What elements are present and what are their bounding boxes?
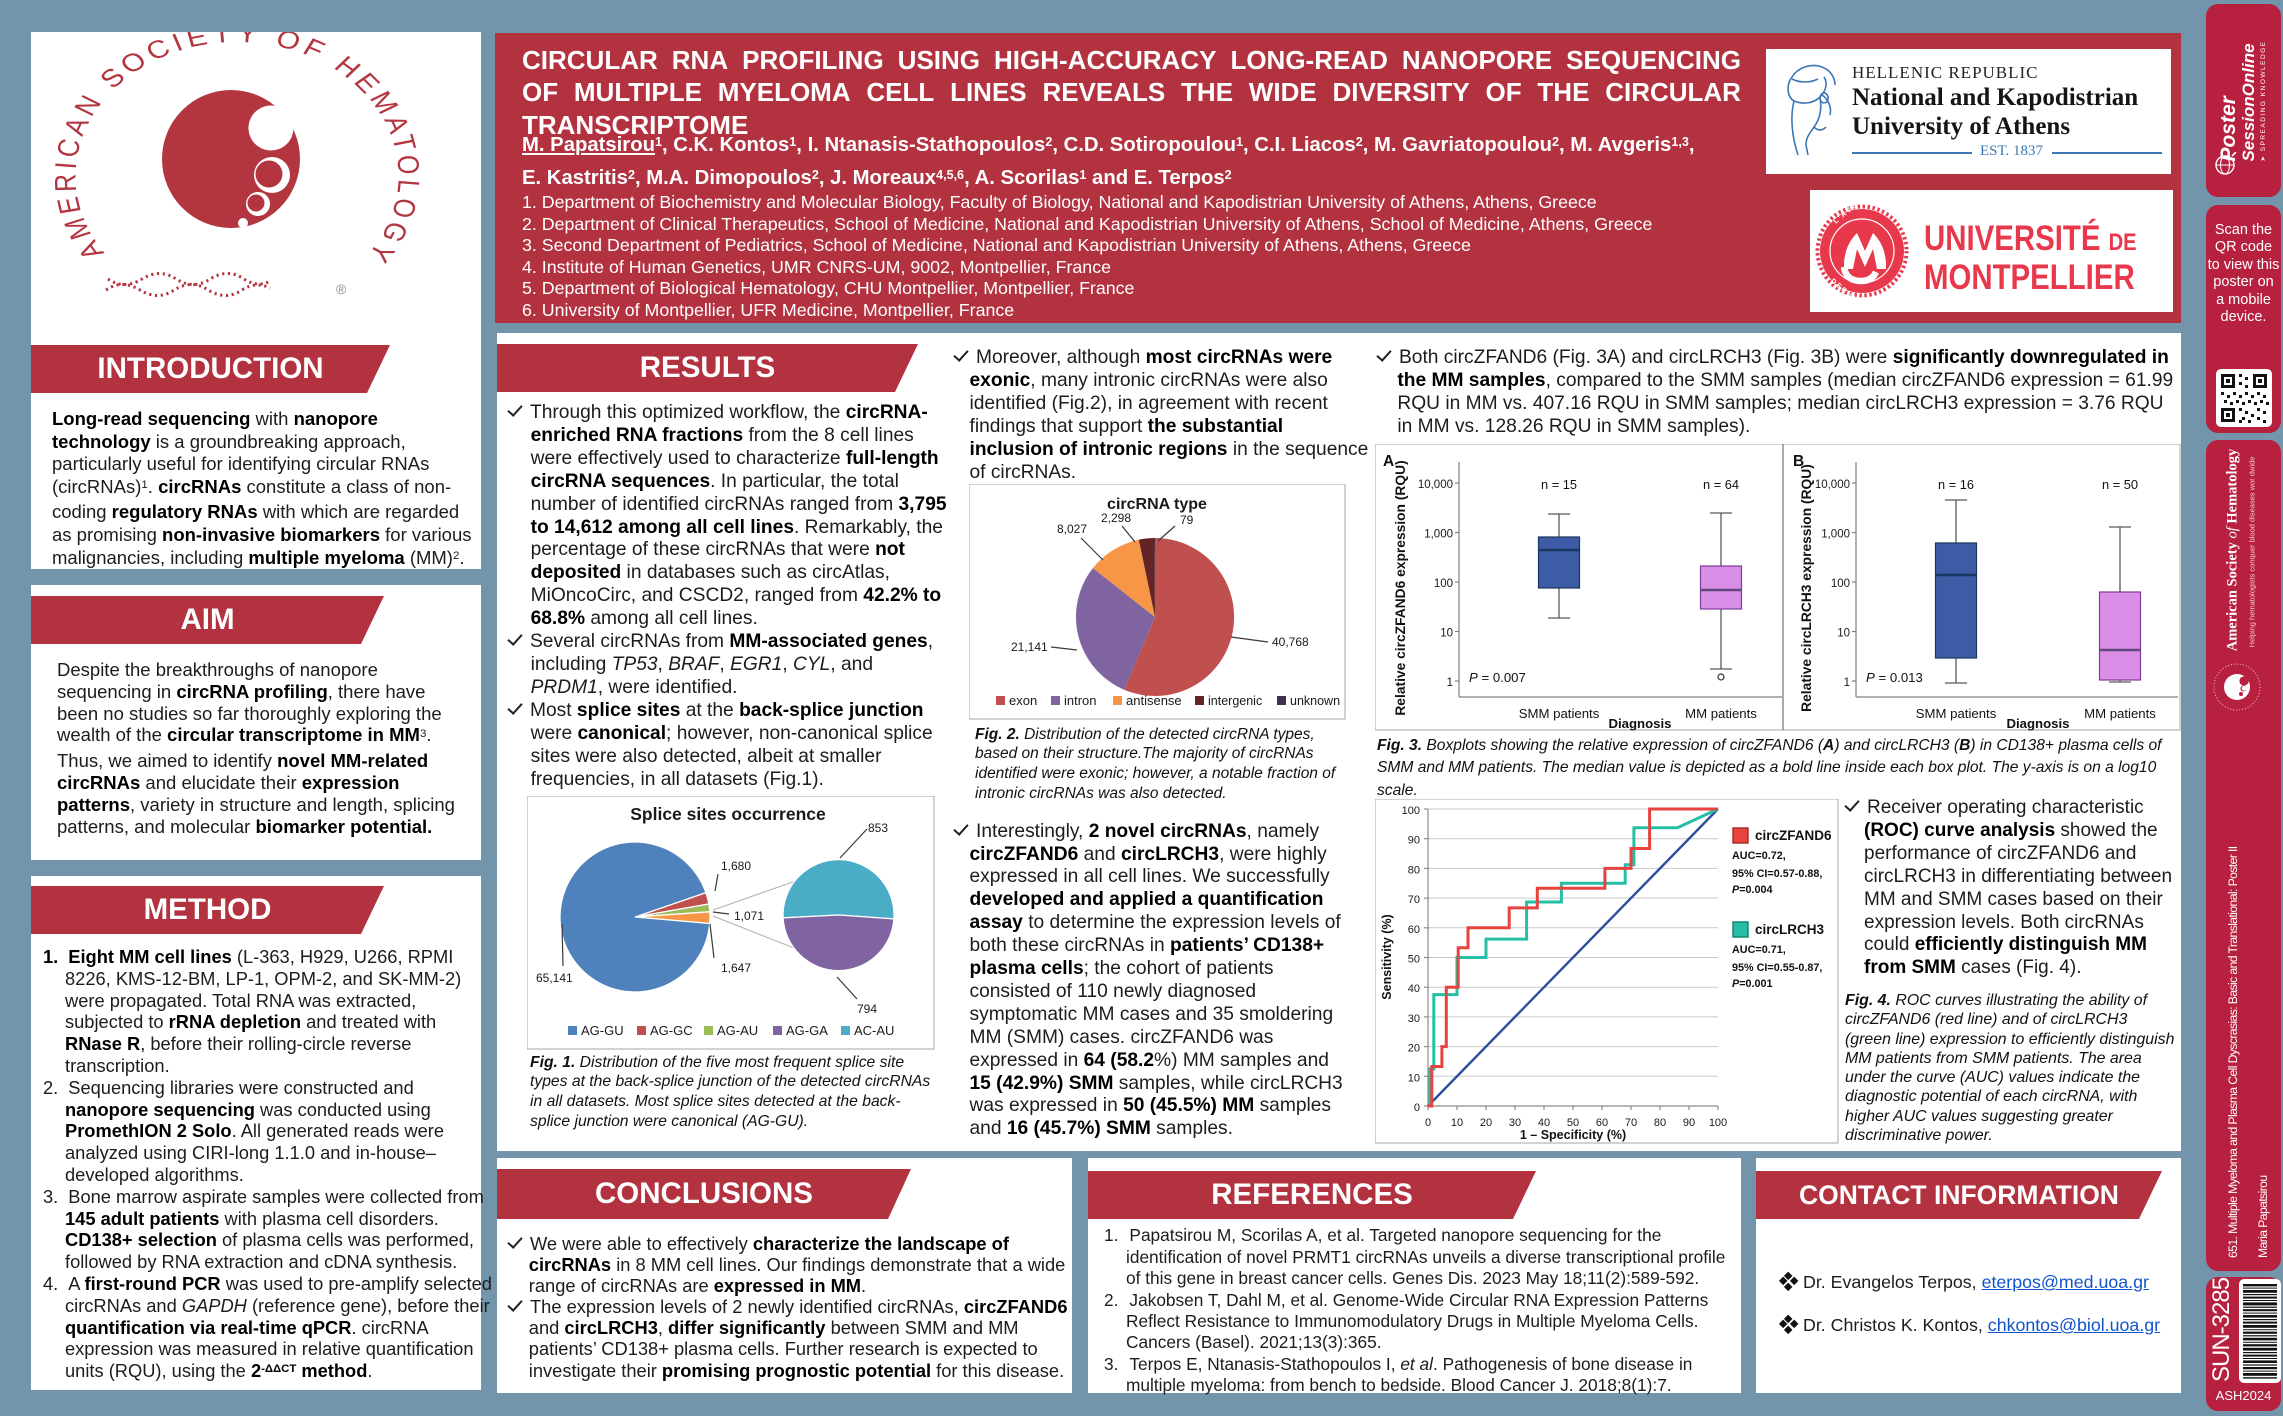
svg-text:1: 1 [1844, 677, 1850, 689]
svg-text:B: B [1793, 453, 1804, 470]
svg-text:21,141: 21,141 [1011, 640, 1048, 654]
svg-text:0: 0 [1425, 1117, 1431, 1129]
svg-text:10,000: 10,000 [1815, 479, 1850, 491]
svg-text:40: 40 [1538, 1117, 1550, 1129]
svg-text:90: 90 [1683, 1117, 1695, 1129]
svg-text:SMM patients: SMM patients [1916, 706, 1997, 721]
svg-text:circRNA type: circRNA type [1107, 496, 1207, 513]
svg-text:79: 79 [1180, 513, 1194, 527]
svg-text:30: 30 [1509, 1117, 1521, 1129]
svg-text:Sensitivity (%): Sensitivity (%) [1380, 914, 1394, 999]
svg-text:Diagnosis: Diagnosis [2006, 716, 2069, 731]
svg-text:90: 90 [1408, 835, 1420, 847]
svg-text:794: 794 [857, 1002, 877, 1016]
svg-text:AC-AU: AC-AU [854, 1023, 894, 1038]
svg-text:10,000: 10,000 [1418, 479, 1453, 491]
svg-text:1,000: 1,000 [1424, 529, 1453, 541]
svg-text:P = 0.013: P = 0.013 [1866, 670, 1923, 685]
svg-text:Splice sites occurrence: Splice sites occurrence [630, 804, 826, 824]
svg-text:MM patients: MM patients [2084, 706, 2156, 721]
svg-text:P=0.004: P=0.004 [1732, 884, 1773, 896]
svg-text:8,027: 8,027 [1057, 522, 1087, 536]
svg-text:intergenic: intergenic [1208, 694, 1262, 708]
svg-text:AG-GC: AG-GC [650, 1023, 693, 1038]
svg-text:n = 15: n = 15 [1541, 477, 1577, 492]
svg-text:1: 1 [1447, 677, 1453, 689]
svg-text:100: 100 [1402, 805, 1420, 817]
svg-text:intron: intron [1064, 693, 1097, 708]
svg-text:1 – Specificity (%): 1 – Specificity (%) [1520, 1128, 1626, 1142]
svg-text:1,000: 1,000 [1821, 529, 1850, 541]
svg-text:P = 0.007: P = 0.007 [1469, 670, 1526, 685]
svg-text:10: 10 [1440, 628, 1453, 640]
svg-text:circZFAND6: circZFAND6 [1755, 828, 1832, 843]
svg-text:AG-GA: AG-GA [786, 1023, 828, 1038]
svg-text:80: 80 [1408, 864, 1420, 876]
svg-text:SMM patients: SMM patients [1519, 706, 1600, 721]
svg-text:n = 50: n = 50 [2102, 477, 2138, 492]
svg-text:20: 20 [1408, 1043, 1420, 1055]
svg-text:n = 64: n = 64 [1703, 477, 1739, 492]
svg-text:70: 70 [1408, 894, 1420, 906]
svg-text:100: 100 [1434, 578, 1453, 590]
svg-text:80: 80 [1654, 1117, 1666, 1129]
svg-text:2,298: 2,298 [1101, 511, 1131, 525]
svg-text:95% CI=0.57-0.88,: 95% CI=0.57-0.88, [1732, 868, 1822, 880]
svg-text:50: 50 [1408, 954, 1420, 966]
svg-text:n = 16: n = 16 [1938, 477, 1974, 492]
svg-text:60: 60 [1596, 1117, 1608, 1129]
svg-text:95% CI=0.55-0.87,: 95% CI=0.55-0.87, [1732, 962, 1822, 974]
svg-text:circLRCH3: circLRCH3 [1755, 922, 1825, 937]
svg-text:1,680: 1,680 [721, 859, 751, 873]
svg-text:100: 100 [1831, 578, 1850, 590]
svg-text:65,141: 65,141 [536, 971, 573, 985]
svg-text:antisense: antisense [1126, 693, 1182, 708]
svg-text:853: 853 [868, 821, 888, 835]
svg-text:0: 0 [1414, 1102, 1420, 1114]
svg-text:®: ® [336, 281, 347, 297]
svg-text:40: 40 [1408, 983, 1420, 995]
svg-text:AUC=0.71,: AUC=0.71, [1732, 944, 1786, 956]
svg-text:Relative circZFAND6 expression: Relative circZFAND6 expression (RQU) [1393, 460, 1408, 715]
svg-text:AG-GU: AG-GU [581, 1023, 624, 1038]
svg-text:AUC=0.72,: AUC=0.72, [1732, 850, 1786, 862]
svg-text:MM patients: MM patients [1685, 706, 1757, 721]
svg-text:AG-AU: AG-AU [717, 1023, 758, 1038]
svg-text:70: 70 [1625, 1117, 1637, 1129]
svg-text:10: 10 [1451, 1117, 1463, 1129]
svg-text:10: 10 [1837, 628, 1850, 640]
svg-text:10: 10 [1408, 1072, 1420, 1084]
svg-text:40,768: 40,768 [1272, 635, 1309, 649]
svg-text:unknown: unknown [1290, 694, 1340, 708]
svg-text:Relative circLRCH3 expression: Relative circLRCH3 expression (RQU) [1799, 464, 1814, 712]
svg-text:1,647: 1,647 [721, 961, 751, 975]
svg-text:50: 50 [1567, 1117, 1579, 1129]
svg-text:A: A [1383, 453, 1394, 470]
svg-text:exon: exon [1009, 693, 1037, 708]
svg-text:30: 30 [1408, 1013, 1420, 1025]
svg-text:1,071: 1,071 [734, 909, 764, 923]
svg-text:100: 100 [1709, 1117, 1727, 1129]
svg-text:P=0.001: P=0.001 [1732, 978, 1773, 990]
svg-text:Diagnosis: Diagnosis [1608, 716, 1671, 731]
svg-text:20: 20 [1480, 1117, 1492, 1129]
svg-text:60: 60 [1408, 924, 1420, 936]
